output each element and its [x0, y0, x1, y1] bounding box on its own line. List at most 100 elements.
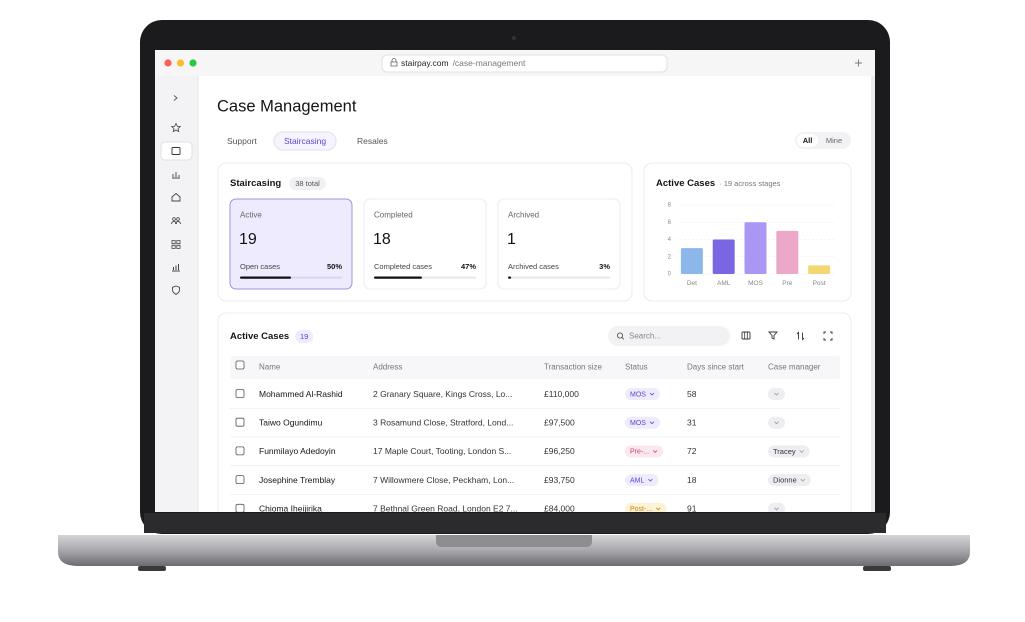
manager-pill[interactable] — [768, 445, 810, 458]
bar — [712, 239, 735, 274]
fullscreen-button[interactable] — [823, 331, 833, 341]
cases-table: 19 Name Address Transaction size Status Days … — [230, 330, 840, 515]
cell-name: Chioma Iheijirika — [259, 504, 322, 514]
y-tick-label: 2 — [668, 254, 672, 260]
chevron-icon — [649, 392, 655, 396]
chevron-icon — [774, 421, 779, 425]
manager-pill[interactable] — [768, 474, 811, 487]
x-tick-label: MOS — [748, 280, 763, 287]
status-pill[interactable] — [625, 502, 667, 515]
stat-footer: Open cases — [240, 262, 280, 271]
cell-address: 7 Willowmere Close, Peckham, Lon... — [373, 475, 514, 485]
stat-card[interactable] — [363, 198, 487, 290]
filter-option[interactable]: All — [803, 136, 813, 145]
cell-address: 2 Granary Square, Kings Cross, Lo... — [373, 389, 512, 399]
tab[interactable]: Staircasing — [284, 136, 326, 146]
column-header[interactable]: Case manager — [768, 363, 821, 372]
stat-footer: Completed cases — [374, 262, 432, 271]
x-tick-label: AML — [717, 280, 731, 287]
row-checkbox[interactable] — [235, 503, 245, 512]
stat-card[interactable] — [497, 198, 621, 290]
window-close[interactable] — [164, 59, 172, 67]
columns-button — [744, 332, 748, 339]
manager-label: Tracey — [773, 447, 796, 456]
search-box[interactable] — [608, 326, 730, 346]
chevron-icon — [648, 478, 653, 482]
column-header[interactable]: Status — [625, 363, 648, 372]
reports-icon[interactable] — [172, 172, 180, 179]
manager-pill[interactable] — [768, 416, 785, 429]
camera — [511, 35, 517, 41]
column-header[interactable]: Transaction size — [544, 363, 603, 372]
home-icon[interactable] — [171, 192, 181, 202]
status-pill[interactable] — [625, 445, 664, 458]
tab[interactable]: Resales — [357, 136, 388, 146]
column-header[interactable]: Name — [259, 363, 281, 372]
new-tab[interactable] — [855, 59, 862, 67]
column-header[interactable]: Address — [373, 363, 402, 372]
lid-notch — [436, 535, 592, 547]
cell-name: Josephine Tremblay — [259, 475, 336, 485]
laptop-base — [58, 535, 970, 566]
select-all-checkbox[interactable] — [235, 360, 245, 370]
bar — [744, 222, 767, 274]
manager-pill[interactable] — [768, 502, 785, 515]
status-pill[interactable] — [625, 416, 660, 429]
window-maximize[interactable] — [189, 59, 197, 67]
x-tick-label: Det — [687, 280, 697, 287]
filter-option[interactable]: Mine — [826, 136, 842, 145]
people-icon[interactable] — [171, 221, 181, 225]
stat-label: Archived — [508, 211, 539, 220]
row-checkbox[interactable] — [235, 389, 245, 398]
row-checkbox[interactable] — [235, 475, 245, 485]
count-badge: 19 — [300, 332, 308, 341]
stat-count: 19 — [239, 231, 257, 248]
expand-icon[interactable] — [173, 95, 178, 101]
chevron-icon — [649, 421, 655, 425]
cases-icon — [171, 147, 181, 155]
columns-button[interactable] — [741, 331, 751, 340]
total-badge: 38 total — [295, 179, 320, 188]
chevron-icon — [774, 392, 779, 396]
y-tick-label: 4 — [668, 237, 672, 243]
lock-icon — [390, 58, 398, 67]
stat-percent: 47% — [461, 262, 476, 271]
manager-pill[interactable] — [768, 388, 785, 400]
column-header[interactable]: Days since start — [687, 363, 745, 372]
cell-days: 91 — [687, 504, 697, 514]
stat-footer: Archived cases — [508, 262, 559, 271]
people-icon — [176, 217, 180, 221]
cell-amount: £96,250 — [544, 446, 575, 456]
window-minimize[interactable] — [176, 59, 185, 67]
filter-button[interactable] — [768, 331, 778, 340]
screen-content: stairpay.com /case-management Case Manag… — [155, 50, 875, 515]
stat-percent: 3% — [599, 262, 610, 271]
cell-days: 18 — [687, 475, 697, 485]
page-title: Case Management — [217, 97, 357, 115]
bar — [680, 248, 703, 274]
bottom-bezel — [144, 513, 886, 533]
analytics-icon[interactable] — [172, 264, 180, 272]
foot — [863, 566, 891, 571]
apps-icon[interactable] — [171, 240, 181, 249]
sort-button[interactable] — [796, 331, 805, 341]
tab[interactable]: Support — [227, 136, 257, 146]
status-pill[interactable] — [625, 388, 660, 400]
status-pill[interactable] — [625, 474, 659, 487]
stat-label: Active — [240, 211, 262, 220]
filter-selected[interactable] — [797, 134, 818, 147]
active-nav[interactable] — [160, 141, 193, 161]
url-bar[interactable] — [381, 54, 668, 73]
stat-count: 18 — [373, 231, 391, 248]
progress-track — [508, 276, 610, 279]
stat-card[interactable] — [229, 198, 353, 290]
cell-name: Funmilayo Adedoyin — [259, 446, 336, 456]
row-checkbox[interactable] — [235, 417, 245, 427]
security-icon[interactable] — [172, 285, 180, 295]
favourites-icon[interactable] — [170, 122, 182, 133]
table-title: Active Cases — [230, 331, 289, 342]
row-checkbox[interactable] — [235, 446, 245, 456]
chevron-icon — [799, 450, 804, 453]
